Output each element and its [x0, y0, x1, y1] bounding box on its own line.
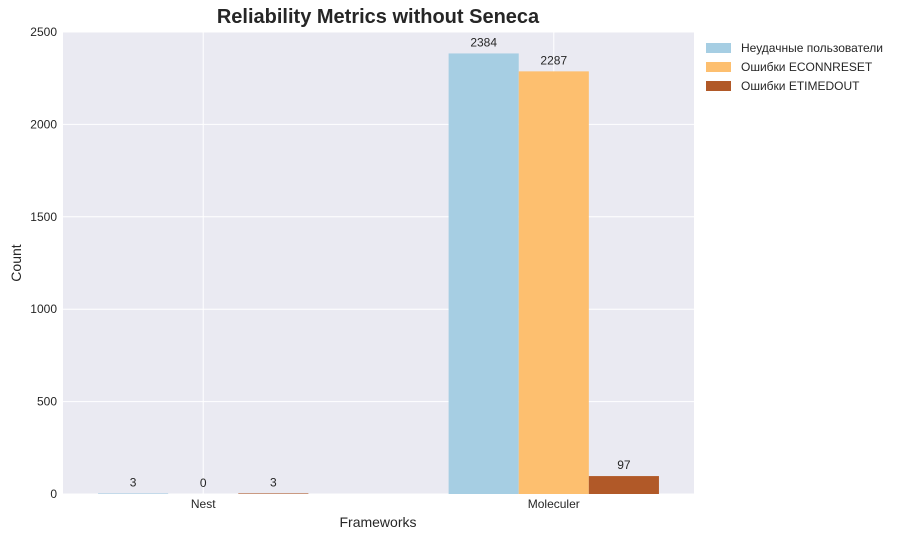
data-labels: 3 2384 0 2287 3 97 [130, 35, 631, 490]
legend-swatch [706, 43, 731, 53]
y-axis-ticks: 0 500 1000 1500 2000 2500 [30, 25, 57, 501]
legend-swatch [706, 81, 731, 91]
x-axis-ticks: Nest Moleculer [191, 497, 580, 511]
plot-area [63, 32, 694, 494]
legend-swatch [706, 62, 731, 72]
y-tick-label: 1000 [30, 302, 57, 316]
y-tick-label: 2000 [30, 117, 57, 131]
legend: Неудачные пользователи Ошибки ECONNRESET О… [706, 41, 883, 93]
legend-label: Неудачные пользователи [741, 41, 883, 55]
bar [518, 71, 589, 494]
bar [588, 476, 659, 494]
bar-value-label: 2287 [540, 53, 567, 67]
bar [238, 493, 309, 494]
y-tick-label: 2500 [30, 25, 57, 39]
bar [448, 53, 519, 494]
x-axis-label: Frameworks [339, 514, 416, 530]
bar-value-label: 3 [270, 475, 277, 489]
bar-value-label: 0 [200, 476, 207, 490]
x-tick-label: Nest [191, 497, 216, 511]
y-tick-label: 0 [50, 487, 57, 501]
bar-value-label: 97 [617, 458, 631, 472]
legend-label: Ошибки ECONNRESET [741, 60, 873, 74]
bar [98, 493, 169, 494]
bars [98, 53, 659, 494]
y-tick-label: 500 [37, 395, 57, 409]
chart-title: Reliability Metrics without Seneca [217, 6, 540, 28]
bar-value-label: 3 [130, 475, 137, 489]
x-tick-label: Moleculer [528, 497, 580, 511]
y-tick-label: 1500 [30, 210, 57, 224]
bar-value-label: 2384 [470, 35, 497, 49]
y-axis-label: Count [8, 244, 24, 281]
legend-label: Ошибки ETIMEDOUT [741, 79, 860, 93]
